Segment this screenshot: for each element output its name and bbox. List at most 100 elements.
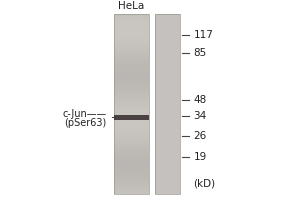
Bar (154, 178, 180, 180)
Bar (114, 52, 148, 54)
Bar (114, 144, 148, 145)
Bar (154, 120, 180, 122)
Bar (114, 102, 148, 104)
Bar (154, 127, 180, 129)
Bar (154, 25, 180, 27)
Bar (154, 50, 180, 52)
Bar (114, 72, 148, 73)
Bar (114, 140, 148, 142)
Bar (114, 126, 148, 127)
Bar (114, 66, 148, 68)
Bar (154, 147, 180, 149)
Bar (114, 55, 148, 57)
Bar (154, 97, 180, 99)
Bar (154, 55, 180, 57)
Bar (114, 88, 148, 90)
Bar (114, 19, 148, 21)
Bar (114, 25, 148, 27)
Bar (154, 73, 180, 75)
Bar (154, 183, 180, 185)
Bar (114, 39, 148, 41)
Bar (114, 172, 148, 174)
Bar (154, 57, 180, 59)
Bar (114, 149, 148, 151)
Bar (114, 23, 148, 25)
Text: (pSer63): (pSer63) (64, 118, 106, 128)
Bar (154, 167, 180, 169)
Bar (154, 59, 180, 61)
Bar (154, 88, 180, 90)
Bar (114, 68, 148, 70)
Bar (114, 153, 148, 154)
Bar (114, 45, 148, 46)
Bar (154, 41, 180, 43)
Bar (154, 144, 180, 145)
Bar (154, 66, 180, 68)
Bar (154, 14, 180, 16)
Bar (114, 46, 148, 48)
Bar (154, 18, 180, 19)
Bar (114, 127, 148, 129)
Text: 34: 34 (194, 111, 207, 121)
Bar (114, 113, 148, 115)
Bar (114, 115, 148, 120)
Bar (114, 115, 148, 117)
Bar (114, 162, 148, 163)
Bar (154, 16, 180, 18)
Bar (154, 163, 180, 165)
Bar (114, 86, 148, 88)
Bar (154, 82, 180, 84)
Bar (154, 171, 180, 172)
Bar (154, 68, 180, 70)
Bar (114, 167, 148, 169)
Bar (154, 145, 180, 147)
Bar (154, 99, 180, 100)
Bar (154, 77, 180, 79)
Bar (154, 126, 180, 127)
Bar (154, 142, 180, 144)
Bar (154, 46, 180, 48)
Text: 117: 117 (194, 30, 213, 40)
Bar (114, 145, 148, 147)
Text: c-Jun——: c-Jun—— (62, 109, 106, 119)
Bar (114, 43, 148, 45)
Bar (114, 180, 148, 181)
Bar (154, 61, 180, 63)
Bar (154, 180, 180, 181)
Bar (154, 131, 180, 133)
Bar (114, 81, 148, 82)
Bar (114, 129, 148, 131)
Bar (114, 21, 148, 23)
Bar (154, 79, 180, 81)
Bar (154, 149, 180, 151)
Bar (154, 165, 180, 167)
Bar (154, 84, 180, 86)
Bar (154, 64, 180, 66)
Bar (154, 30, 180, 32)
Bar (154, 48, 180, 50)
Bar (154, 162, 180, 163)
Text: 26: 26 (194, 131, 207, 141)
Bar (154, 54, 180, 55)
Bar (154, 181, 180, 183)
Bar (114, 160, 148, 162)
Bar (114, 61, 148, 63)
Bar (154, 129, 180, 131)
Bar (154, 34, 180, 36)
Bar (114, 178, 148, 180)
Bar (114, 142, 148, 144)
Bar (114, 154, 148, 156)
Bar (154, 32, 180, 34)
Bar (154, 153, 180, 154)
Bar (114, 135, 148, 136)
Text: 19: 19 (194, 152, 207, 162)
Bar (154, 160, 180, 162)
Bar (114, 131, 148, 133)
Bar (154, 109, 180, 111)
Bar (114, 84, 148, 86)
Bar (154, 117, 180, 118)
Bar (154, 27, 180, 28)
Bar (114, 108, 148, 109)
Bar (114, 109, 148, 111)
Bar (154, 189, 180, 190)
